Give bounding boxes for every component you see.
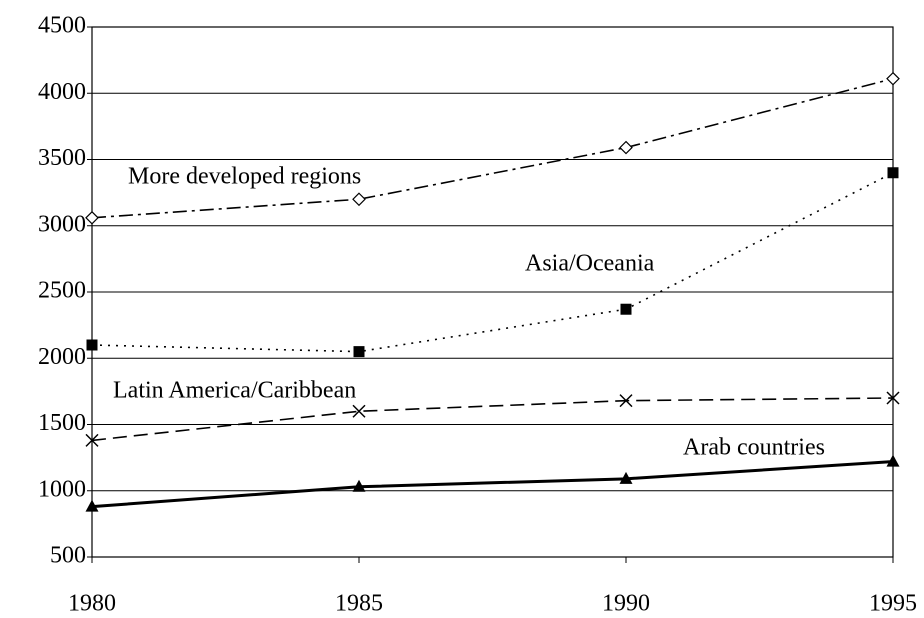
- marker: [620, 303, 632, 315]
- y-tick-label: 1500: [38, 410, 86, 436]
- y-tick-label: 1000: [38, 476, 86, 502]
- y-tick-label: 2000: [38, 344, 86, 370]
- marker: [619, 394, 633, 408]
- marker: [887, 167, 899, 179]
- series-line: [91, 460, 894, 509]
- marker: [352, 192, 366, 207]
- y-tick-label: 4000: [38, 79, 86, 105]
- x-tick-label: 1980: [68, 591, 116, 617]
- marker: [886, 391, 900, 405]
- series-line: [91, 397, 894, 442]
- x-tick-label: 1985: [335, 591, 383, 617]
- series-label: Latin America/Caribbean: [113, 378, 356, 404]
- marker: [352, 479, 366, 492]
- marker: [619, 471, 633, 484]
- series-line: [91, 172, 894, 353]
- marker: [85, 499, 99, 512]
- marker: [352, 404, 366, 418]
- marker: [353, 346, 365, 358]
- x-tick-label: 1990: [602, 591, 650, 617]
- y-tick-label: 4500: [38, 13, 86, 39]
- series-label: More developed regions: [128, 164, 361, 190]
- marker: [619, 140, 633, 155]
- marker: [886, 71, 900, 86]
- marker: [85, 210, 99, 225]
- y-tick-label: 3500: [38, 145, 86, 171]
- series-label: Arab countries: [683, 435, 825, 461]
- y-tick-label: 2500: [38, 278, 86, 304]
- marker: [86, 339, 98, 351]
- y-tick-label: 3000: [38, 211, 86, 237]
- marker: [85, 433, 99, 447]
- y-tick-label: 500: [50, 543, 86, 569]
- series-label: Asia/Oceania: [525, 251, 655, 277]
- plot-border: [91, 26, 894, 558]
- series-line: [91, 77, 894, 219]
- marker: [886, 454, 900, 467]
- x-tick-label: 1995: [869, 591, 917, 617]
